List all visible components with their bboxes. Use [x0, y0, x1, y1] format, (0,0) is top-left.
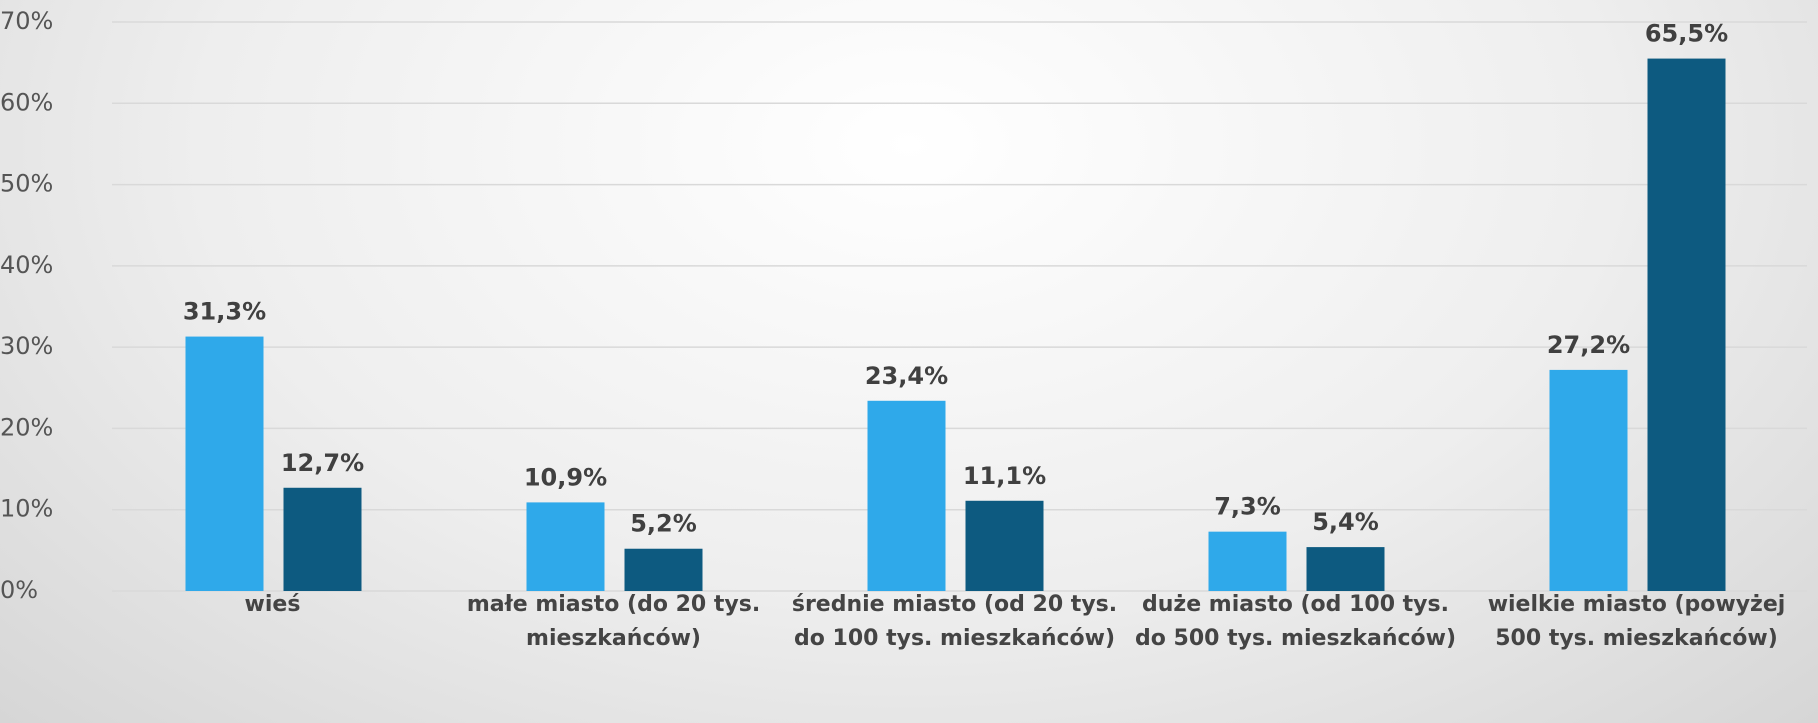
bar [185, 336, 264, 591]
bar [1549, 369, 1628, 591]
y-tick-label: 50% [0, 170, 53, 198]
value-label: 12,7% [281, 449, 364, 477]
y-tick-label: 20% [0, 413, 53, 441]
value-label: 11,1% [963, 462, 1046, 490]
bar [1647, 58, 1726, 592]
value-label: 10,9% [524, 463, 607, 491]
bar [624, 548, 703, 591]
value-label: 7,3% [1214, 493, 1281, 521]
y-tick-label: 30% [0, 332, 53, 360]
x-tick-label: średnie miasto (od 20 tys. do 100 tys. m… [791, 592, 1118, 651]
value-label: 23,4% [865, 362, 948, 390]
bar [867, 400, 946, 591]
value-label: 5,4% [1312, 508, 1379, 536]
y-tick-label: 70% [0, 7, 53, 35]
bar [965, 500, 1044, 591]
x-tick-label: duże miasto (od 100 tys. do 500 tys. mie… [1134, 592, 1457, 651]
value-label: 65,5% [1645, 20, 1728, 48]
x-tick-label: wieś [244, 592, 301, 617]
y-tick-label: 60% [0, 88, 53, 116]
bar [283, 487, 362, 591]
x-tick-label: małe miasto (do 20 tys. mieszkańców) [466, 592, 761, 651]
value-label: 5,2% [630, 510, 697, 538]
bar [526, 502, 605, 591]
bar [1208, 531, 1287, 591]
y-tick-label: 10% [0, 495, 53, 523]
y-tick-label: 40% [0, 251, 53, 279]
bar [1306, 547, 1385, 591]
x-tick-label: wielkie miasto (powyżej 500 tys. mieszka… [1487, 592, 1786, 651]
value-label: 27,2% [1547, 331, 1630, 359]
value-label: 31,3% [183, 298, 266, 326]
y-tick-label: 0% [0, 576, 38, 604]
